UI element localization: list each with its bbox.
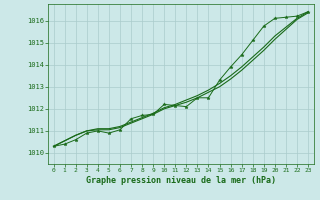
X-axis label: Graphe pression niveau de la mer (hPa): Graphe pression niveau de la mer (hPa) (86, 176, 276, 185)
